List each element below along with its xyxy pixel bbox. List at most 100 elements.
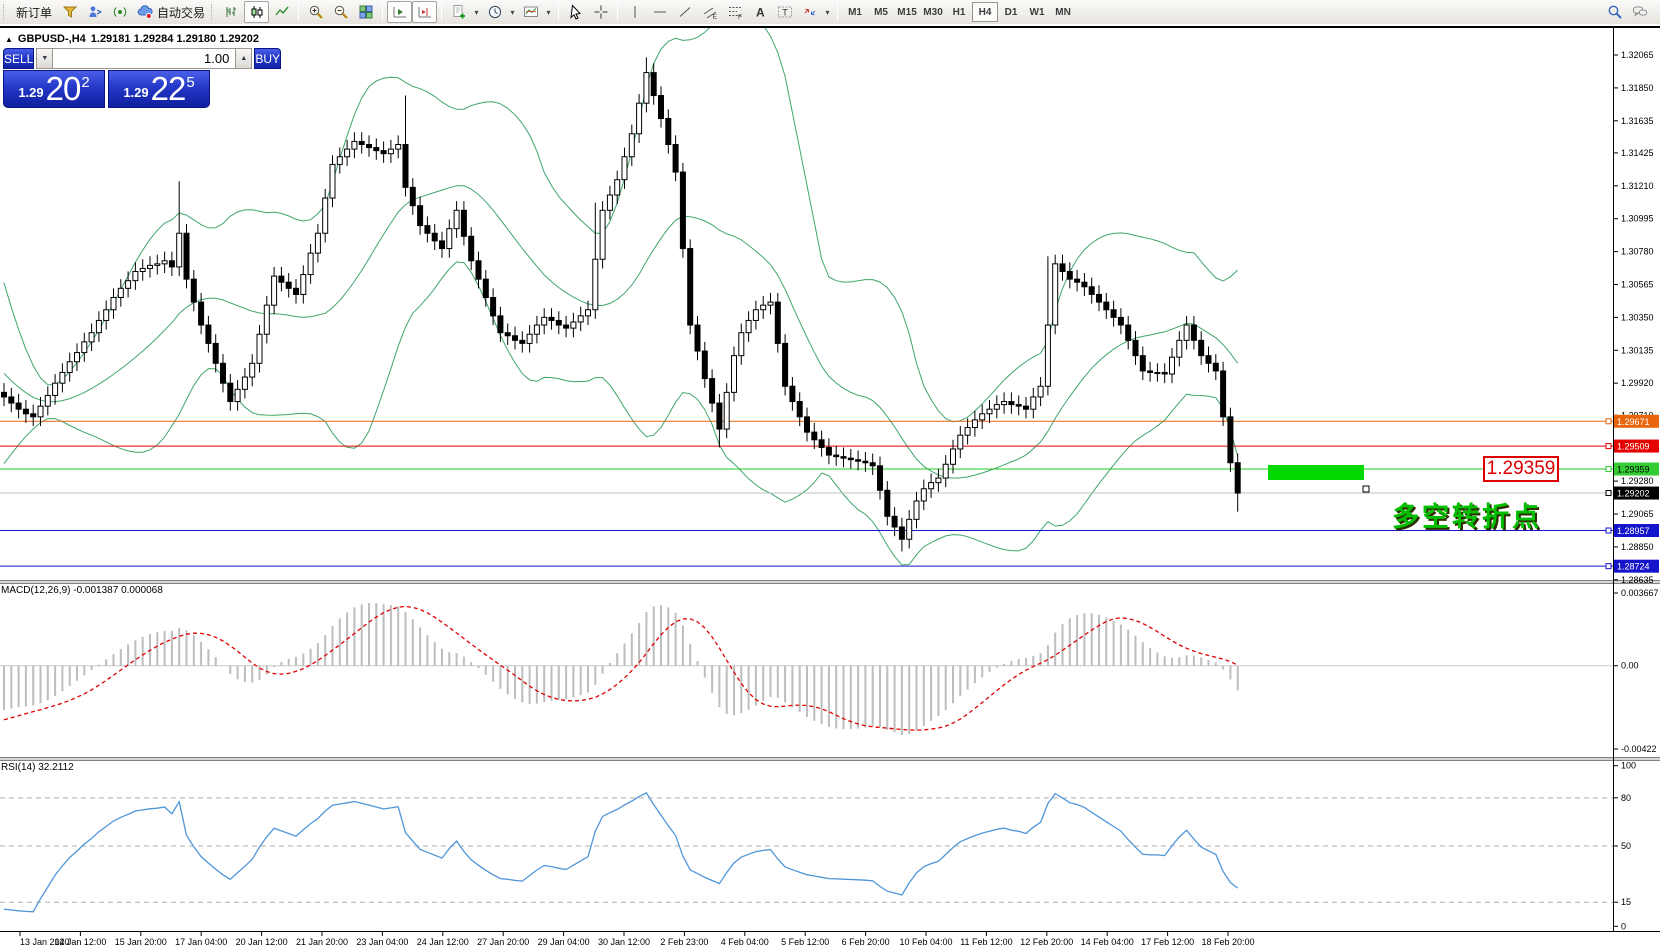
svg-text:1.31635: 1.31635 bbox=[1621, 116, 1654, 126]
funnel-icon[interactable] bbox=[57, 1, 82, 23]
svg-text:50: 50 bbox=[1621, 841, 1631, 851]
svg-text:14 Jan 12:00: 14 Jan 12:00 bbox=[54, 937, 106, 947]
svg-text:1.30350: 1.30350 bbox=[1621, 312, 1654, 322]
chart-symbol-period: GBPUSD-,H4 bbox=[17, 33, 86, 45]
trendline-tool-icon[interactable] bbox=[672, 1, 697, 23]
svg-text:F: F bbox=[738, 14, 742, 20]
toolbar-grip bbox=[211, 4, 216, 20]
candlestick-chart-icon[interactable] bbox=[244, 1, 270, 23]
sell-button[interactable]: SELL bbox=[3, 48, 35, 69]
price-chart[interactable]: 1.32065 1.31850 1.31635 1.31425 1.31210 1.309… bbox=[0, 28, 1660, 948]
add-indicator-dropdown[interactable]: ▾ bbox=[474, 7, 479, 17]
svg-text:1.32065: 1.32065 bbox=[1621, 50, 1654, 60]
crosshair-tool-icon[interactable] bbox=[588, 1, 613, 23]
timeframe-group: M1 M5 M15 M30 H1 H4 D1 W1 MN bbox=[842, 2, 1076, 22]
svg-text:24 Jan 12:00: 24 Jan 12:00 bbox=[417, 937, 469, 947]
zoom-out-icon[interactable] bbox=[328, 1, 353, 23]
buy-price-pip: 5 bbox=[186, 74, 195, 91]
chart-window: 1.32065 1.31850 1.31635 1.31425 1.31210 1.309… bbox=[0, 26, 1660, 948]
price-callout-box[interactable]: 1.29359 bbox=[1483, 456, 1559, 482]
sell-price-button[interactable]: 1.29 20 2 bbox=[3, 70, 105, 108]
new-order-button[interactable]: 新订单 bbox=[11, 1, 57, 23]
volume-increase-button[interactable]: ▲ bbox=[235, 48, 253, 69]
fibonacci-tool-icon[interactable]: F bbox=[722, 1, 747, 23]
one-click-trading-panel: SELL ▼ ▲ BUY 1.29 20 2 1.29 22 5 bbox=[3, 48, 282, 108]
svg-text:1.29920: 1.29920 bbox=[1621, 378, 1654, 388]
svg-text:5 Feb 12:00: 5 Feb 12:00 bbox=[781, 937, 829, 947]
volume-input[interactable] bbox=[53, 48, 236, 69]
svg-text:4 Feb 04:00: 4 Feb 04:00 bbox=[721, 937, 769, 947]
add-indicator-icon[interactable] bbox=[446, 1, 471, 23]
svg-text:13 Jan 2020: 13 Jan 2020 bbox=[20, 937, 70, 947]
templates-dropdown[interactable]: ▾ bbox=[546, 7, 551, 17]
cursor-tool-icon[interactable] bbox=[563, 1, 588, 23]
zoom-in-icon[interactable] bbox=[303, 1, 328, 23]
svg-text:2 Feb 23:00: 2 Feb 23:00 bbox=[660, 937, 708, 947]
timeframe-m30[interactable]: M30 bbox=[923, 6, 943, 18]
svg-text:0.00: 0.00 bbox=[1621, 661, 1639, 671]
svg-text:1.30780: 1.30780 bbox=[1621, 247, 1654, 257]
svg-text:21 Jan 20:00: 21 Jan 20:00 bbox=[296, 937, 348, 947]
svg-text:6 Feb 20:00: 6 Feb 20:00 bbox=[842, 937, 890, 947]
buy-price-button[interactable]: 1.29 22 5 bbox=[108, 70, 210, 108]
svg-text:1.28957: 1.28957 bbox=[1617, 526, 1650, 536]
toolbar-separator bbox=[382, 3, 384, 21]
auto-trading-label: 自动交易 bbox=[157, 5, 206, 20]
bar-chart-icon[interactable] bbox=[219, 1, 244, 23]
rsi-indicator-label: RSI(14) 32.2112 bbox=[1, 762, 74, 773]
periods-clock-icon[interactable] bbox=[482, 1, 507, 23]
tile-windows-icon[interactable] bbox=[353, 1, 378, 23]
svg-text:23 Jan 04:00: 23 Jan 04:00 bbox=[356, 937, 408, 947]
timeframe-d1[interactable]: D1 bbox=[1004, 6, 1018, 18]
toolbar-separator bbox=[441, 3, 443, 21]
svg-text:15 Jan 20:00: 15 Jan 20:00 bbox=[115, 937, 167, 947]
svg-text:29 Jan 04:00: 29 Jan 04:00 bbox=[538, 937, 590, 947]
timeframe-m5[interactable]: M5 bbox=[874, 6, 888, 18]
svg-text:A: A bbox=[756, 6, 765, 20]
svg-text:1.31210: 1.31210 bbox=[1621, 181, 1654, 191]
timeframe-mn[interactable]: MN bbox=[1055, 6, 1071, 18]
svg-text:12 Feb 20:00: 12 Feb 20:00 bbox=[1020, 937, 1073, 947]
turning-point-text[interactable]: 多空转折点 bbox=[1392, 502, 1542, 532]
buy-button[interactable]: BUY bbox=[254, 48, 282, 69]
auto-scroll-icon[interactable] bbox=[387, 1, 413, 23]
templates-icon[interactable] bbox=[518, 1, 543, 23]
auto-trading-icon bbox=[137, 5, 153, 20]
svg-text:1.28850: 1.28850 bbox=[1621, 542, 1654, 552]
text-tool-icon[interactable]: A bbox=[747, 1, 772, 23]
timeframe-m15[interactable]: M15 bbox=[897, 6, 917, 18]
channel-tool-icon[interactable]: E bbox=[697, 1, 722, 23]
chat-icon[interactable] bbox=[1627, 1, 1652, 23]
line-chart-icon[interactable] bbox=[269, 1, 294, 23]
svg-text:1.29359: 1.29359 bbox=[1617, 465, 1650, 475]
timeframe-w1[interactable]: W1 bbox=[1029, 6, 1045, 18]
svg-text:20 Jan 12:00: 20 Jan 12:00 bbox=[236, 937, 288, 947]
new-order-label: 新订单 bbox=[16, 5, 53, 20]
svg-text:27 Jan 20:00: 27 Jan 20:00 bbox=[477, 937, 529, 947]
svg-text:1.29509: 1.29509 bbox=[1617, 442, 1650, 452]
sell-price-pip: 2 bbox=[81, 74, 90, 91]
volume-stepper: ▼ ▲ bbox=[36, 48, 253, 69]
toolbar-separator bbox=[837, 3, 839, 21]
auto-trading-button[interactable]: 自动交易 bbox=[132, 1, 210, 23]
vertical-line-tool-icon[interactable] bbox=[622, 1, 647, 23]
horizontal-line-tool-icon[interactable] bbox=[647, 1, 672, 23]
periods-dropdown[interactable]: ▾ bbox=[510, 7, 515, 17]
svg-text:1.29065: 1.29065 bbox=[1621, 509, 1654, 519]
timeframe-h4[interactable]: H4 bbox=[972, 2, 999, 22]
buy-price-big: 22 bbox=[150, 70, 187, 107]
toolbar-separator bbox=[617, 3, 619, 21]
arrows-tool-icon[interactable] bbox=[797, 1, 822, 23]
signal-icon[interactable] bbox=[107, 1, 132, 23]
metaeditor-icon[interactable] bbox=[82, 1, 107, 23]
chart-shift-icon[interactable] bbox=[412, 1, 438, 23]
volume-decrease-button[interactable]: ▼ bbox=[36, 48, 54, 69]
timeframe-m1[interactable]: M1 bbox=[848, 6, 862, 18]
svg-text:80: 80 bbox=[1621, 793, 1631, 803]
chart-title: ▲ GBPUSD-,H4 1.29181 1.29284 1.29180 1.2… bbox=[5, 33, 259, 45]
svg-text:18 Feb 20:00: 18 Feb 20:00 bbox=[1201, 937, 1254, 947]
text-label-tool-icon[interactable]: T bbox=[772, 1, 797, 23]
search-icon[interactable] bbox=[1602, 1, 1627, 23]
arrows-dropdown[interactable]: ▾ bbox=[825, 7, 830, 17]
timeframe-h1[interactable]: H1 bbox=[952, 6, 966, 18]
